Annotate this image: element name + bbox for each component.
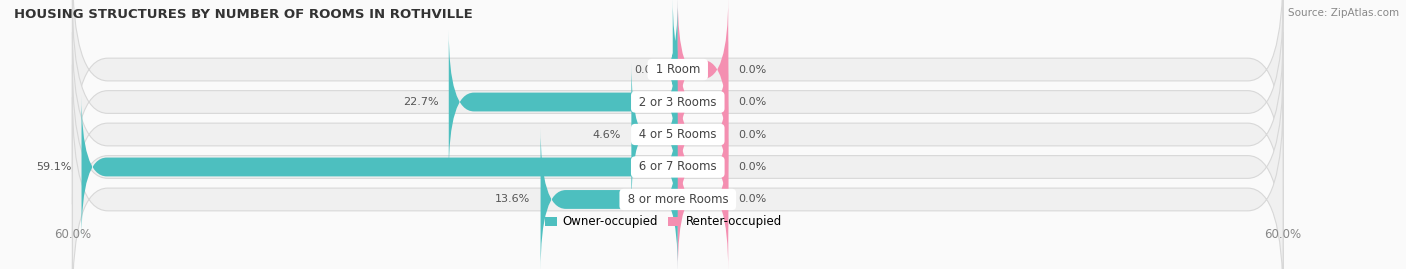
Text: 13.6%: 13.6% [495, 194, 530, 204]
Legend: Owner-occupied, Renter-occupied: Owner-occupied, Renter-occupied [546, 215, 782, 228]
FancyBboxPatch shape [678, 128, 728, 269]
Text: HOUSING STRUCTURES BY NUMBER OF ROOMS IN ROTHVILLE: HOUSING STRUCTURES BY NUMBER OF ROOMS IN… [14, 8, 472, 21]
FancyBboxPatch shape [73, 65, 1284, 269]
Text: 59.1%: 59.1% [37, 162, 72, 172]
FancyBboxPatch shape [540, 128, 678, 269]
FancyBboxPatch shape [631, 63, 678, 206]
Text: Source: ZipAtlas.com: Source: ZipAtlas.com [1288, 8, 1399, 18]
FancyBboxPatch shape [82, 95, 678, 239]
Text: 22.7%: 22.7% [404, 97, 439, 107]
Text: 0.0%: 0.0% [738, 162, 766, 172]
Text: 8 or more Rooms: 8 or more Rooms [624, 193, 733, 206]
FancyBboxPatch shape [73, 97, 1284, 269]
FancyBboxPatch shape [678, 0, 728, 141]
FancyBboxPatch shape [678, 95, 728, 239]
Text: 4 or 5 Rooms: 4 or 5 Rooms [636, 128, 720, 141]
Text: 0.0%: 0.0% [738, 194, 766, 204]
FancyBboxPatch shape [652, 0, 697, 141]
Text: 0.0%: 0.0% [634, 65, 662, 75]
Text: 2 or 3 Rooms: 2 or 3 Rooms [636, 95, 720, 108]
FancyBboxPatch shape [678, 30, 728, 174]
Text: 4.6%: 4.6% [593, 129, 621, 140]
Text: 0.0%: 0.0% [738, 97, 766, 107]
FancyBboxPatch shape [73, 0, 1284, 204]
FancyBboxPatch shape [73, 32, 1284, 237]
Text: 1 Room: 1 Room [652, 63, 704, 76]
FancyBboxPatch shape [73, 0, 1284, 172]
Text: 0.0%: 0.0% [738, 129, 766, 140]
Text: 6 or 7 Rooms: 6 or 7 Rooms [636, 161, 720, 174]
FancyBboxPatch shape [449, 30, 678, 174]
Text: 0.0%: 0.0% [738, 65, 766, 75]
FancyBboxPatch shape [678, 63, 728, 206]
